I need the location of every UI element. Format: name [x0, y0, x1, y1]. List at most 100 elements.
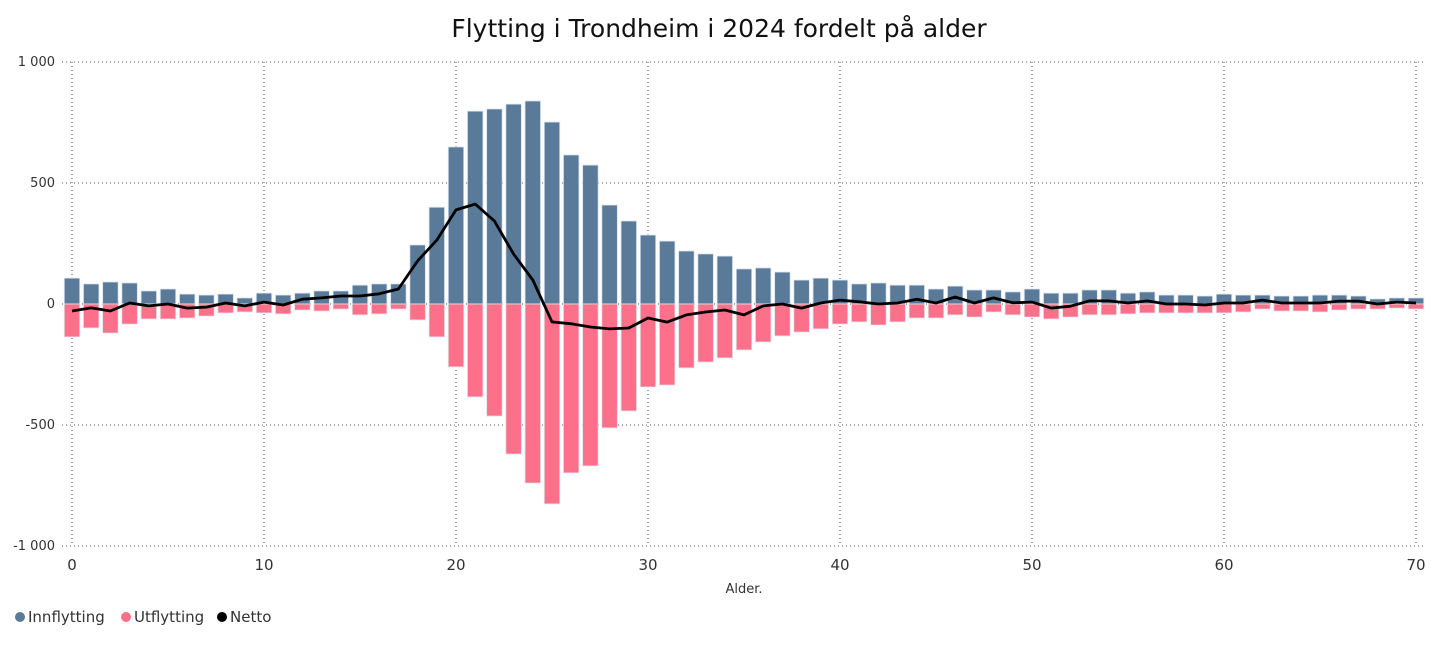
utflytting-bar — [428, 303, 445, 338]
x-axis-label: Alder. — [725, 582, 762, 597]
y-tick-label: 0 — [47, 297, 55, 312]
utflytting-bar — [121, 303, 138, 325]
x-tick-label: 60 — [1214, 556, 1233, 574]
innflytting-bar — [505, 103, 522, 305]
utflytting-bar — [697, 303, 714, 363]
utflytting-bar — [927, 303, 945, 319]
innflytting-bar — [428, 206, 445, 305]
utflytting-bar — [1292, 303, 1309, 312]
utflytting-bar — [409, 303, 426, 321]
utflytting-bar — [639, 303, 657, 388]
x-tick-label: 10 — [254, 556, 273, 574]
utflytting-bar — [735, 303, 753, 351]
x-axis-ticks: 0 10 20 30 40 50 60 70 — [67, 556, 1425, 574]
utflytting-bar — [63, 303, 81, 338]
legend-marker-netto — [217, 612, 227, 622]
y-tick-label: -500 — [25, 418, 55, 433]
utflytting-bar — [505, 303, 522, 455]
utflytting-bar — [1119, 303, 1137, 315]
utflytting-bar — [1215, 303, 1233, 314]
innflytting-bar — [774, 271, 791, 305]
legend: Innflytting Utflytting Netto — [15, 608, 271, 626]
utflytting-bar — [851, 303, 868, 323]
utflytting-bar — [1023, 303, 1041, 318]
utflytting-bar — [601, 303, 618, 429]
y-tick-label: -1 000 — [13, 539, 55, 554]
utflytting-bar — [1139, 303, 1156, 314]
utflytting-bar — [870, 303, 887, 326]
utflytting-bar — [486, 303, 503, 417]
innflytting-bar — [486, 108, 503, 305]
utflytting-bar — [332, 303, 349, 310]
y-axis-ticks: 1 000 500 0 -500 -1 000 — [13, 55, 55, 554]
legend-marker-innflytting — [15, 612, 25, 622]
innflytting-bar — [947, 285, 964, 305]
innflytting-bar — [678, 250, 695, 305]
innflytting-bar — [121, 282, 138, 305]
utflytting-bar — [390, 303, 407, 310]
utflytting-bar — [1004, 303, 1021, 316]
x-tick-label: 40 — [830, 556, 849, 574]
utflytting-bar — [831, 303, 849, 325]
utflytting-bar — [1311, 303, 1329, 313]
x-tick-label: 70 — [1406, 556, 1425, 574]
utflytting-bar — [985, 303, 1002, 313]
innflytting-bar — [179, 293, 196, 305]
y-tick-label: 1 000 — [18, 55, 55, 70]
netto-line-group — [71, 202, 1417, 331]
utflytting-bar — [1100, 303, 1117, 316]
utflytting-bar — [620, 303, 637, 412]
utflytting-bar — [812, 303, 829, 330]
innflytting-bar — [812, 277, 829, 305]
utflytting-bar — [908, 303, 925, 319]
innflytting-bar — [755, 267, 772, 305]
utflytting-bar — [582, 303, 599, 467]
innflytting-bar — [870, 282, 887, 305]
legend-marker-utflytting — [121, 612, 131, 622]
innflytting-bar — [543, 121, 561, 305]
utflytting-bar — [716, 303, 733, 359]
utflytting-bar — [966, 303, 983, 318]
innflytting-bar — [582, 164, 599, 305]
innflytting-bar — [1043, 292, 1060, 305]
utflytting-bar — [140, 303, 157, 320]
innflytting-bar — [83, 283, 100, 305]
utflytting-bar — [1350, 303, 1367, 310]
utflytting-bar — [524, 303, 541, 484]
x-tick-label: 30 — [638, 556, 657, 574]
innflytting-bar — [697, 253, 714, 305]
innflytting-bar — [563, 154, 580, 305]
legend-label: Netto — [230, 608, 271, 626]
utflytting-bar — [1254, 303, 1271, 310]
utflytting-bar — [543, 303, 561, 505]
utflytting-bar — [467, 303, 484, 398]
utflytting-bar — [793, 303, 810, 333]
innflytting-bar — [447, 146, 465, 305]
x-tick-label: 0 — [67, 556, 77, 574]
utflytting-bar — [947, 303, 964, 316]
innflytting-bar — [140, 290, 157, 305]
utflytting-bar — [774, 303, 791, 337]
utflytting-bar — [659, 303, 676, 386]
y-tick-label: 500 — [30, 176, 55, 191]
legend-label: Utflytting — [134, 608, 204, 626]
innflytting-bar — [159, 288, 177, 305]
innflytting-bar — [659, 240, 676, 305]
utflytting-bar — [351, 303, 369, 316]
innflytting-bar — [735, 268, 753, 305]
utflytting-bar — [755, 303, 772, 343]
utflytting-bar — [255, 303, 273, 314]
legend-label: Innflytting — [28, 608, 105, 626]
innflytting-bar — [63, 277, 81, 305]
utflytting-bar — [83, 303, 100, 329]
utflytting-bar — [563, 303, 580, 474]
utflytting-bar — [236, 303, 253, 313]
utflytting-bar — [1388, 303, 1405, 309]
x-tick-label: 50 — [1022, 556, 1041, 574]
utflytting-bar — [313, 303, 330, 312]
innflytting-bar — [102, 281, 119, 305]
innflytting-bar — [716, 255, 733, 305]
utflytting-bar — [371, 303, 388, 315]
chart-title: Flytting i Trondheim i 2024 fordelt på a… — [451, 14, 987, 43]
utflytting-bar — [294, 303, 311, 311]
